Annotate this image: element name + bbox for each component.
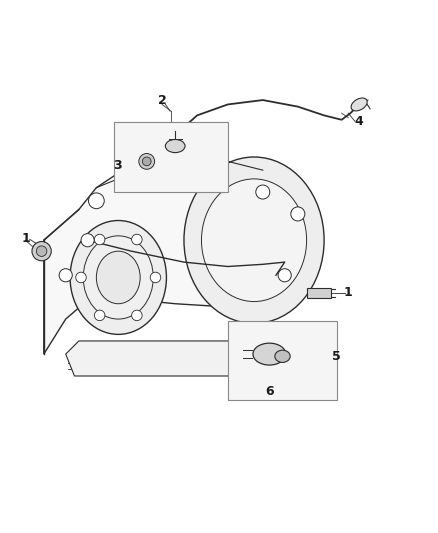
Text: 3: 3 <box>113 159 122 172</box>
Circle shape <box>212 172 226 186</box>
Circle shape <box>94 310 105 321</box>
Ellipse shape <box>83 236 153 319</box>
Circle shape <box>150 272 161 282</box>
Circle shape <box>81 233 94 247</box>
Circle shape <box>131 235 142 245</box>
Ellipse shape <box>184 157 324 324</box>
Ellipse shape <box>166 140 185 152</box>
Ellipse shape <box>351 98 367 111</box>
Ellipse shape <box>96 251 140 304</box>
Ellipse shape <box>70 221 166 334</box>
Bar <box>114 122 228 192</box>
Polygon shape <box>44 159 315 354</box>
Bar <box>228 321 337 400</box>
Circle shape <box>131 310 142 321</box>
Bar <box>307 288 331 298</box>
Circle shape <box>88 193 104 209</box>
Text: 1: 1 <box>344 286 353 300</box>
Text: 4: 4 <box>355 116 364 128</box>
Circle shape <box>32 241 51 261</box>
Text: 6: 6 <box>265 385 274 398</box>
Ellipse shape <box>253 343 286 365</box>
Polygon shape <box>66 341 263 376</box>
Text: 5: 5 <box>332 350 341 363</box>
Circle shape <box>139 154 155 169</box>
Circle shape <box>291 207 305 221</box>
Circle shape <box>36 246 47 256</box>
Text: 2: 2 <box>158 94 166 108</box>
Text: 1: 1 <box>22 231 31 245</box>
Circle shape <box>142 157 151 166</box>
Circle shape <box>256 185 270 199</box>
Ellipse shape <box>275 350 290 362</box>
Circle shape <box>159 172 173 186</box>
Ellipse shape <box>201 179 307 302</box>
Circle shape <box>278 269 291 282</box>
Circle shape <box>95 235 105 245</box>
Circle shape <box>59 269 72 282</box>
Circle shape <box>76 272 86 282</box>
